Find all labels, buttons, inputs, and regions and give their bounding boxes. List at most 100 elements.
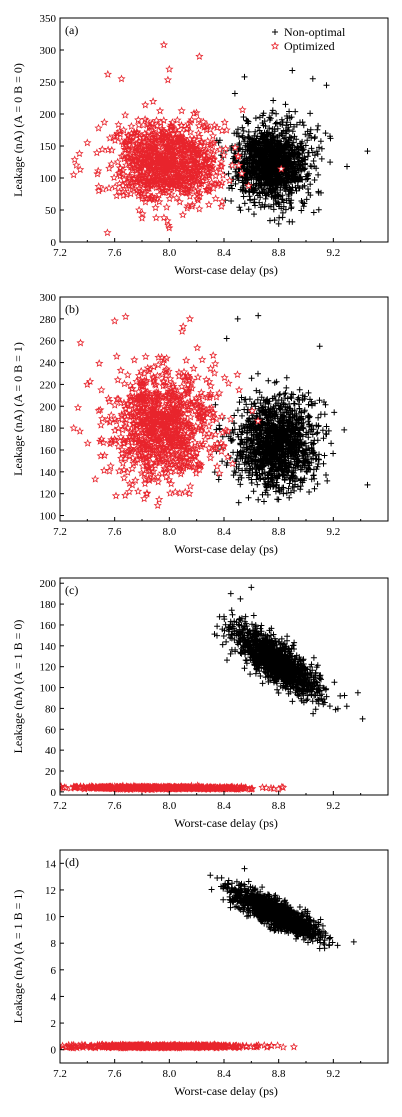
x-axis-title: Worst-case delay (ps) [174,263,278,277]
x-tick-label: 8.4 [217,247,231,259]
panel-d-points [60,865,357,1052]
panel-a-points [69,40,371,237]
panel-b: 7.2 7.6 8.0 8.4 8.8 9.2 100 120 140 160 180 200 220 2… [11,292,389,556]
x-tick-label: 8.0 [162,247,176,259]
y-tick-label: 14 [45,858,57,870]
y-tick-label: 10 [45,912,57,924]
series-optimized [69,312,263,510]
y-tick-label: 100 [40,173,57,185]
x-axis-title: Worst-case delay (ps) [174,542,278,556]
x-tick-label: 8.0 [162,526,176,538]
legend-label: Non-optimal [284,25,346,39]
x-tick-label: 7.6 [108,526,122,538]
y-tick-label: 0 [51,787,57,799]
panel-d: 7.2 7.6 8.0 8.4 8.8 9.2 0 2 4 6 8 10 12 14 (d) Worst-ca… [11,849,389,1098]
y-tick-label: 180 [40,423,57,435]
x-tick-label: 8.0 [162,800,176,812]
panel-d-label: (d) [65,855,79,869]
y-tick-label: 100 [40,511,57,523]
y-tick-label: 300 [40,45,57,57]
y-tick-label: 200 [40,109,57,121]
x-axis-title: Worst-case delay (ps) [174,1084,278,1098]
series-optimized [69,40,286,237]
x-tick-label: 7.2 [53,1068,67,1080]
y-tick-label: 50 [45,205,57,217]
y-tick-label: 160 [40,620,57,632]
y-tick-label: 100 [40,683,57,695]
x-tick-label: 8.8 [272,247,286,259]
y-tick-label: 2 [51,1018,57,1030]
y-tick-label: 120 [40,489,57,501]
panel-b-frame [59,296,389,522]
x-tick-label: 8.8 [272,800,286,812]
x-tick-label: 8.4 [217,526,231,538]
x-tick-label: 9.2 [326,1068,340,1080]
y-tick-label: 200 [40,401,57,413]
x-tick-label: 8.8 [272,526,286,538]
x-tick-label: 7.6 [108,1068,122,1080]
plus-markers [211,584,366,722]
x-tick-label: 7.6 [108,800,122,812]
y-tick-label: 140 [40,641,57,653]
x-tick-label: 7.2 [53,247,67,259]
panel-c: 7.2 7.6 8.0 8.4 8.8 9.2 0 20 40 60 80 100 120 140 160 1… [11,577,389,830]
y-tick-label: 6 [51,965,57,977]
legend-marker-star [270,41,280,50]
y-tick-label: 80 [45,703,57,715]
plus-markers [211,312,371,521]
x-tick-label: 7.6 [108,247,122,259]
x-tick-label: 7.2 [53,526,67,538]
panel-d-frame [59,849,389,1064]
y-tick-label: 250 [40,77,57,89]
y-tick-label: 150 [40,141,57,153]
x-tick-label: 8.8 [272,1068,286,1080]
panel-b-label: (b) [65,302,79,316]
y-tick-label: 280 [40,314,57,326]
x-tick-label: 8.4 [217,800,231,812]
plus-markers [207,865,357,952]
y-tick-label: 350 [40,13,57,25]
panel-b-points [69,312,371,521]
x-tick-label: 9.2 [326,800,340,812]
star-markers [69,312,263,510]
y-tick-label: 12 [45,885,56,897]
y-tick-label: 0 [51,237,57,249]
x-tick-label: 8.0 [162,1068,176,1080]
series-non-optimal [205,67,371,227]
panel-c-label: (c) [65,583,78,597]
y-tick-label: 180 [40,599,57,611]
x-tick-label: 8.4 [217,1068,231,1080]
y-axis-title: Leakage (nA) (A = 0 B = 1) [11,342,25,476]
star-markers [69,40,286,237]
series-non-optimal [207,865,357,952]
legend-label: Optimized [284,39,335,53]
y-tick-label: 220 [40,379,57,391]
x-axis-title: Worst-case delay (ps) [174,816,278,830]
series-non-optimal [211,312,371,521]
series-non-optimal [211,584,366,722]
x-tick-label: 7.2 [53,800,67,812]
y-tick-label: 0 [51,1045,57,1057]
star-markers [60,1040,298,1052]
y-tick-label: 240 [40,358,57,370]
legend-marker-plus [272,29,278,35]
y-tick-label: 60 [45,724,57,736]
x-tick-label: 9.2 [326,247,340,259]
y-tick-label: 120 [40,662,57,674]
y-tick-label: 4 [51,991,57,1003]
plus-markers [205,67,371,227]
y-tick-label: 20 [45,766,57,778]
panel-a-label: (a) [65,23,78,37]
y-axis-title: Leakage (nA) (A = 0 B = 0) [11,63,25,197]
y-tick-label: 300 [40,292,57,304]
y-tick-label: 160 [40,445,57,457]
y-tick-label: 140 [40,467,57,479]
panel-c-points [60,584,366,794]
y-tick-label: 40 [45,745,57,757]
y-tick-label: 200 [40,578,57,590]
panel-a: 7.2 7.6 8.0 8.4 8.8 9.2 0 50 100 150 200 250 300 350 (… [11,13,389,277]
series-optimized [60,781,288,794]
series-optimized [60,1040,298,1052]
